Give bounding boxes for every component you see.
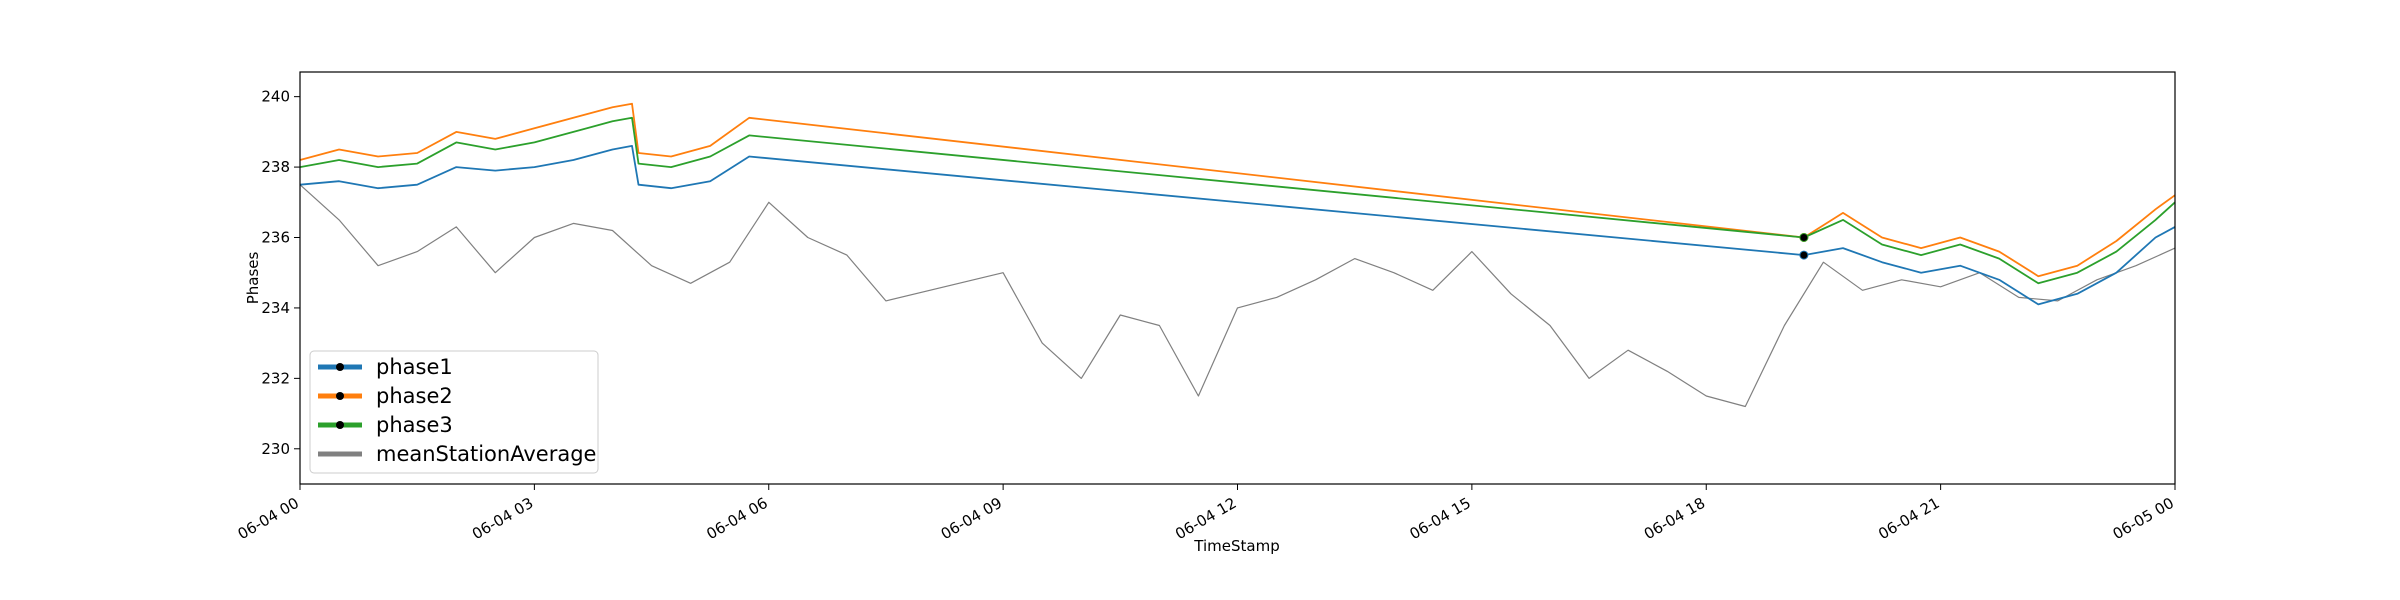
x-tick-label: 06-04 15 [1406,494,1473,543]
y-tick-label: 232 [261,369,290,387]
y-axis: 230 232 234 236 238 240 [261,88,300,458]
point-marker-phase3 [1799,233,1809,242]
point-marker-phase1 [1799,250,1809,260]
series-line-meanStationAverage [299,184,2176,408]
legend-label-meanStationAverage: meanStationAverage [376,442,596,466]
x-tick-label: 06-04 12 [1172,494,1239,543]
x-tick-label: 06-04 00 [235,494,302,543]
x-tick-label: 06-04 06 [703,494,770,543]
x-axis: 06-04 00 06-04 03 06-04 06 06-04 09 06-04 12… [235,484,2177,543]
legend-label-phase1: phase1 [376,355,453,379]
legend-marker-phase3 [336,421,344,429]
endpoint-markers [1799,233,1809,260]
legend-label-phase2: phase2 [376,384,453,408]
x-tick-label: 06-05 00 [2110,494,2177,543]
legend: phase1 phase2 phase3 meanStationAverage [309,350,599,474]
y-tick-label: 238 [261,158,290,176]
legend-marker-phase2 [336,392,344,400]
x-tick-label: 06-04 09 [938,494,1005,543]
series-line-phase1 [299,145,2176,306]
y-tick-label: 240 [261,88,290,106]
x-tick-label: 06-04 18 [1641,494,1708,543]
plot-area [300,72,2175,484]
y-tick-label: 236 [261,229,290,247]
series-line-phase2 [299,102,2176,278]
y-tick-label: 234 [261,299,290,317]
phase-series-layer [299,102,2176,306]
mean-series-layer [299,184,2176,408]
y-axis-label: Phases [244,252,262,305]
legend-label-phase3: phase3 [376,413,453,437]
x-tick-label: 06-04 21 [1875,494,1942,543]
x-tick-label: 06-04 03 [469,494,536,543]
legend-marker-phase1 [336,363,344,371]
y-tick-label: 230 [261,440,290,458]
x-axis-label: TimeStamp [1193,537,1279,555]
legend-box [309,350,599,474]
series-line-phase3 [299,116,2176,285]
